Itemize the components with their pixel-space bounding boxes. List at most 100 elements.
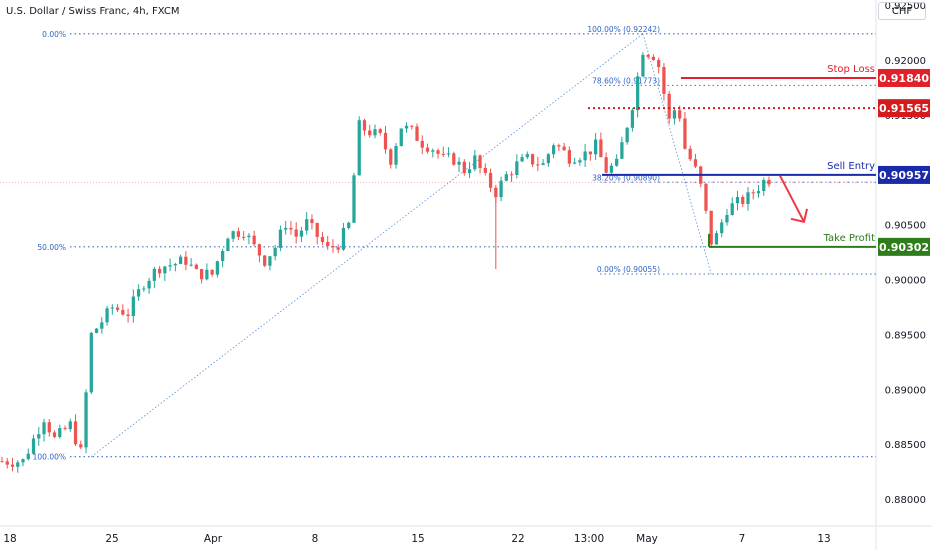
x-tick-label: 18 <box>3 533 16 545</box>
candle-body <box>89 332 93 393</box>
candle-body <box>725 215 729 223</box>
candle-body <box>21 459 25 463</box>
y-tick-label: 0.92500 <box>885 1 926 12</box>
candle-body <box>273 247 277 257</box>
fib-level-label: 38.20% (0.90890) <box>592 173 660 182</box>
x-tick-label: 13 <box>817 533 830 545</box>
currency-button[interactable]: CHF <box>878 2 926 20</box>
candle-body <box>268 256 272 266</box>
price-tag-label: 0.90302 <box>879 241 929 254</box>
candle-body <box>142 288 146 290</box>
candle-body <box>16 462 20 467</box>
candle-body <box>58 428 62 437</box>
candle-body <box>231 231 235 239</box>
x-tick-label: 8 <box>312 533 319 545</box>
candle-body <box>94 328 99 333</box>
candle-body <box>68 421 72 430</box>
sell-arrow <box>779 175 805 223</box>
candle-body <box>720 222 724 234</box>
fib-level-label: 50.00% <box>37 243 66 252</box>
candle-body <box>693 159 698 167</box>
candle-body <box>446 153 451 155</box>
candle-body <box>646 54 650 57</box>
candle-body <box>47 422 51 433</box>
candle-body <box>672 110 677 119</box>
candle-body <box>63 428 67 430</box>
candle-body <box>236 231 241 237</box>
candle-body <box>205 269 209 280</box>
candle-body <box>0 461 4 463</box>
candle-body <box>457 161 461 165</box>
fib-level-label: 0.00% (0.90055) <box>597 265 660 274</box>
candle-body <box>389 149 393 165</box>
candle-body <box>746 192 750 204</box>
candle-body <box>341 227 346 250</box>
candle-body <box>541 163 545 165</box>
candle-body <box>415 126 419 141</box>
candle-body <box>210 269 214 275</box>
trade-level-label: Take Profit <box>823 233 876 244</box>
candle-body <box>294 229 298 237</box>
candle-body <box>735 197 740 204</box>
candle-body <box>594 139 598 155</box>
candle-body <box>326 241 330 246</box>
candle-body <box>284 227 288 230</box>
candle-body <box>84 392 88 448</box>
candle-body <box>368 130 372 136</box>
candle-body <box>425 147 430 152</box>
y-tick-label: 0.92000 <box>885 56 926 67</box>
candle-body <box>478 155 482 168</box>
candle-body <box>551 145 556 155</box>
candle-body <box>131 296 135 316</box>
candle-body <box>26 453 30 460</box>
candle-body <box>147 280 151 289</box>
candle-body <box>352 175 356 223</box>
candle-body <box>620 142 624 159</box>
candle-body <box>604 157 608 173</box>
candle-body <box>404 125 409 129</box>
candle-body <box>410 125 414 127</box>
candle-body <box>483 167 487 173</box>
fib-level-label: 0.00% <box>42 30 66 39</box>
price-tag-label: 0.90957 <box>879 169 929 182</box>
candle-body <box>5 461 9 465</box>
candle-body <box>751 192 755 194</box>
trade-level-label: Sell Entry <box>827 161 875 172</box>
candle-body <box>431 150 435 152</box>
candle-body <box>599 139 603 158</box>
candle-body <box>278 229 283 248</box>
candle-body <box>588 151 593 155</box>
x-tick-label: 22 <box>511 533 524 545</box>
candle-body <box>242 236 246 238</box>
candle-body <box>615 158 619 166</box>
candle-body <box>399 128 403 147</box>
y-tick-label: 0.89500 <box>885 330 926 341</box>
candle-body <box>688 148 692 160</box>
candle-body <box>730 203 734 216</box>
candle-body <box>362 120 367 131</box>
candle-body <box>157 268 162 274</box>
candle-body <box>247 235 251 238</box>
candle-body <box>52 432 57 437</box>
price-tag <box>878 68 930 87</box>
candle-body <box>257 244 262 256</box>
candle-body <box>515 161 519 175</box>
candle-body <box>420 140 424 148</box>
candle-body <box>452 153 456 165</box>
candle-body <box>115 307 120 310</box>
candle-body <box>525 154 529 158</box>
candle-body <box>215 261 220 275</box>
candle-body <box>163 266 167 274</box>
fib-trend-line <box>642 33 712 275</box>
candle-body <box>168 265 172 267</box>
candle-body <box>546 154 550 164</box>
candle-body <box>762 180 766 192</box>
candle-body <box>441 153 445 155</box>
candle-body <box>394 146 398 165</box>
y-tick-label: 0.88000 <box>885 495 926 506</box>
y-tick-label: 0.90000 <box>885 276 926 287</box>
candle-body <box>37 434 41 439</box>
x-tick-label: 7 <box>739 533 746 545</box>
candle-body <box>105 308 109 323</box>
